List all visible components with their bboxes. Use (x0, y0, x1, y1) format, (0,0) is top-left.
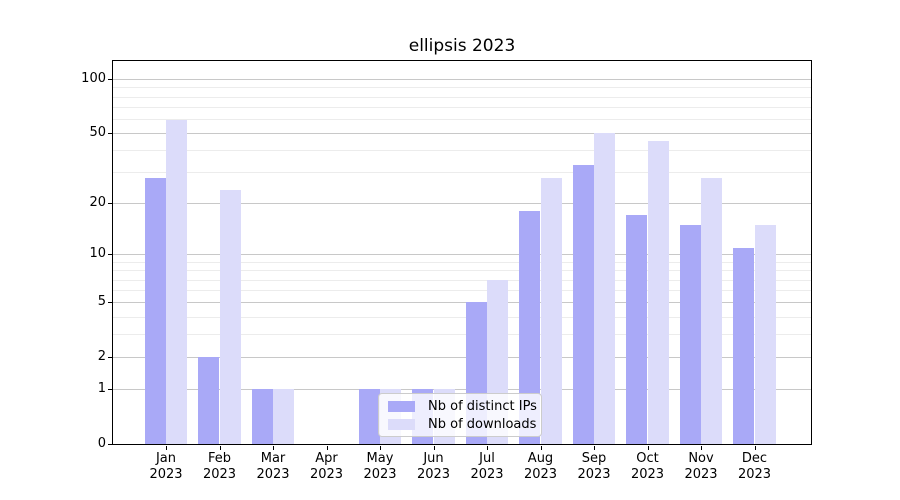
gridlines (113, 61, 811, 444)
x-tick-label-jun: Jun 2023 (416, 451, 451, 482)
gridline-minor-60 (113, 118, 811, 120)
x-tick-mark-aug (540, 446, 542, 450)
gridline-major-5 (113, 302, 811, 304)
distinct-ips-bar-may (358, 389, 380, 444)
x-tick-mark-nov (701, 446, 702, 450)
y-tick-mark-100 (108, 79, 112, 81)
x-tick-mark-may (380, 446, 381, 450)
gridline-minor-7 (113, 279, 811, 281)
y-tick-label-20: 20 (89, 195, 106, 211)
distinct-ips-bar-feb (198, 357, 220, 444)
x-tick-mark-jun (433, 446, 435, 450)
y-tick-mark-0 (108, 444, 112, 445)
x-tick-mark-apr (326, 446, 328, 450)
distinct-ips-swatch (388, 400, 415, 412)
gridline-major-10 (113, 254, 811, 256)
y-tick-label-1: 1 (97, 381, 106, 397)
y-tick-label-100: 100 (81, 71, 106, 87)
downloads-legend-label: Nb of downloads (428, 416, 537, 432)
plot-area: Nb of distinct IPs Nb of downloads (112, 60, 812, 445)
x-tick-label-oct: Oct 2023 (630, 451, 665, 482)
legend-item-downloads: Nb of downloads (388, 417, 536, 432)
downloads-bar-oct (647, 141, 669, 444)
gridline-minor-9 (113, 261, 811, 263)
x-tick-mark-feb (219, 446, 221, 450)
x-tick-mark-jan (166, 446, 167, 450)
gridline-minor-4 (113, 316, 811, 318)
gridline-minor-6 (113, 290, 811, 292)
gridline-minor-8 (113, 270, 811, 272)
downloads-swatch (388, 418, 415, 430)
x-tick-mark-dec (754, 446, 756, 450)
x-tick-label-mar: Mar 2023 (256, 451, 290, 482)
x-tick-label-nov: Nov 2023 (684, 451, 718, 482)
distinct-ips-bar-jan (144, 177, 166, 444)
y-tick-label-5: 5 (97, 294, 106, 310)
downloads-bar-mar (273, 389, 295, 444)
x-tick-label-aug: Aug 2023 (523, 451, 558, 482)
y-tick-label-2: 2 (97, 349, 106, 365)
gridline-minor-3 (113, 334, 811, 336)
y-tick-label-0: 0 (97, 436, 106, 451)
gridline-minor-30 (113, 172, 811, 174)
x-tick-label-feb: Feb 2023 (202, 451, 237, 482)
legend-item-distinct-ips: Nb of distinct IPs (388, 399, 537, 414)
downloads-bar-jan (166, 120, 188, 444)
x-tick-mark-mar (273, 446, 274, 450)
distinct-ips-legend-label: Nb of distinct IPs (428, 398, 537, 414)
y-tick-label-50: 50 (89, 125, 106, 141)
y-tick-mark-50 (108, 133, 112, 135)
distinct-ips-bar-aug (519, 211, 541, 444)
gridline-major-20 (113, 203, 811, 205)
y-tick-label-10: 10 (89, 246, 106, 262)
chart-title: ellipsis 2023 (408, 36, 516, 56)
x-tick-label-jan: Jan 2023 (149, 451, 183, 482)
x-tick-mark-sep (594, 446, 595, 450)
downloads-bar-sep (594, 133, 616, 444)
distinct-ips-bar-mar (251, 389, 273, 444)
downloads-bar-dec (754, 224, 776, 444)
downloads-bar-aug (540, 177, 562, 444)
downloads-bar-nov (701, 177, 723, 444)
gridline-major-100 (113, 79, 811, 81)
downloads-bar-feb (219, 189, 241, 444)
distinct-ips-bar-oct (626, 215, 648, 444)
gridline-minor-40 (113, 150, 811, 152)
gridline-minor-70 (113, 106, 811, 108)
x-tick-mark-oct (647, 446, 649, 450)
y-tick-mark-1 (108, 389, 112, 391)
legend: Nb of distinct IPs Nb of downloads (378, 393, 542, 437)
x-tick-mark-jul (487, 446, 488, 450)
gridline-major-1 (113, 389, 811, 391)
bars (113, 61, 811, 444)
x-tick-label-sep: Sep 2023 (577, 451, 611, 482)
y-tick-mark-5 (108, 302, 112, 304)
gridline-major-50 (113, 133, 811, 135)
y-tick-mark-10 (108, 254, 112, 256)
y-tick-mark-20 (108, 203, 112, 205)
x-tick-label-apr: Apr 2023 (309, 451, 344, 482)
x-tick-label-dec: Dec 2023 (737, 451, 772, 482)
x-tick-label-may: May 2023 (363, 451, 397, 482)
y-tick-mark-2 (108, 357, 112, 359)
x-tick-label-jul: Jul 2023 (470, 451, 504, 482)
gridline-minor-80 (113, 96, 811, 98)
distinct-ips-bar-dec (733, 247, 755, 444)
distinct-ips-bar-sep (572, 165, 594, 444)
distinct-ips-bar-nov (679, 224, 701, 444)
gridline-major-2 (113, 357, 811, 359)
gridline-minor-90 (113, 87, 811, 89)
